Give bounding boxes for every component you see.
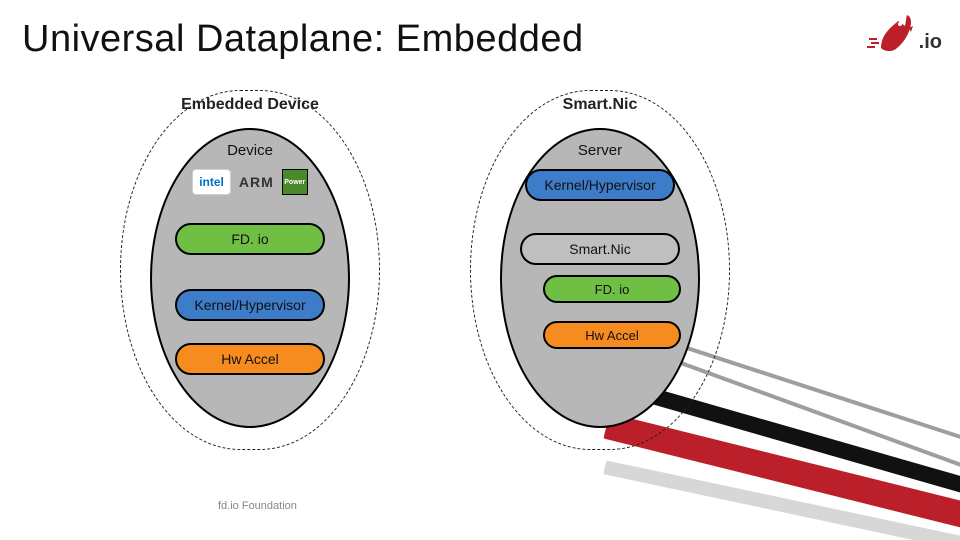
smartnic-nested-stack: FD. io Hw Accel	[519, 275, 681, 349]
arm-chip: ARM	[239, 169, 274, 195]
pill-subtitle: Device	[227, 142, 273, 159]
column-smart-nic: Smart.Nic Server Kernel/Hypervisor Smart…	[470, 90, 730, 450]
hwaccel-box: Hw Accel	[175, 343, 325, 375]
slide-title: Universal Dataplane: Embedded	[22, 18, 584, 61]
fdio-logo: .io	[867, 12, 942, 54]
column-embedded-device: Embedded Device Device intel ARM Power F…	[120, 90, 380, 450]
pill-subtitle: Server	[578, 142, 622, 159]
footer-text: fd.io Foundation	[218, 500, 297, 512]
column-title: Embedded Device	[120, 96, 380, 114]
device-pill: Device intel ARM Power FD. io Kernel/Hyp…	[150, 128, 350, 428]
chip-row: intel ARM Power	[192, 169, 308, 195]
power-chip: Power	[282, 169, 308, 195]
server-pill: Server Kernel/Hypervisor Smart.Nic FD. i…	[500, 128, 700, 428]
fdio-logo-suffix: .io	[919, 31, 942, 54]
diagram-area: Embedded Device Device intel ARM Power F…	[120, 90, 730, 450]
hwaccel-box: Hw Accel	[543, 321, 681, 349]
kernel-box: Kernel/Hypervisor	[525, 169, 675, 201]
fdio-box: FD. io	[543, 275, 681, 303]
slide: Universal Dataplane: Embedded .io Embedd…	[0, 0, 960, 540]
fdio-fox-icon	[867, 12, 915, 54]
kernel-box: Kernel/Hypervisor	[175, 289, 325, 321]
column-title: Smart.Nic	[470, 96, 730, 114]
smartnic-box: Smart.Nic	[520, 233, 680, 265]
intel-chip: intel	[192, 169, 231, 195]
fdio-box: FD. io	[175, 223, 325, 255]
